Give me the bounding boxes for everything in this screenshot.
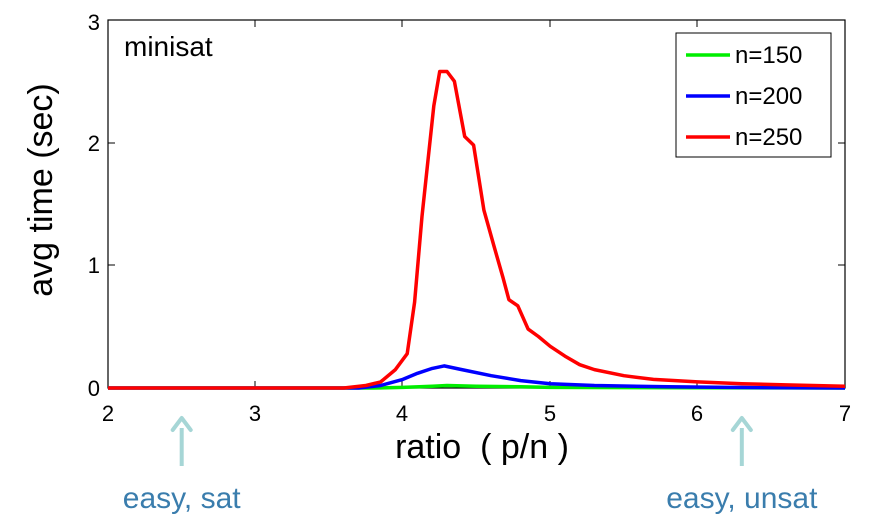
y-tick-label: 1 xyxy=(88,253,100,278)
legend-label-n250: n=250 xyxy=(735,124,802,151)
x-axis-title: ratio ( p/n ) xyxy=(395,428,569,466)
annotation-easy-sat: easy, sat xyxy=(123,482,241,515)
y-tick-label: 3 xyxy=(88,10,100,35)
arrow-head xyxy=(170,416,193,432)
series-line-n250 xyxy=(108,69,846,390)
annotation-easy-unsat: easy, unsat xyxy=(666,482,818,515)
y-tick-label: 0 xyxy=(88,376,100,401)
series-line-n200 xyxy=(108,364,846,390)
legend-label-n150: n=150 xyxy=(735,42,802,69)
series-group xyxy=(108,69,846,390)
x-tick-label: 4 xyxy=(396,401,408,426)
x-tick-label: 5 xyxy=(544,401,556,426)
annotation-arrow-easy-sat xyxy=(170,416,193,466)
annotation-arrow-easy-unsat xyxy=(730,416,753,466)
x-tick-label: 3 xyxy=(249,401,261,426)
x-tick-label: 6 xyxy=(691,401,703,426)
y-tick-label: 2 xyxy=(88,131,100,156)
chart-title: minisat xyxy=(124,31,213,62)
y-axis-title: avg time (sec) xyxy=(22,83,60,297)
arrow-head xyxy=(730,416,753,432)
x-tick-label: 7 xyxy=(839,401,851,426)
legend-label-n200: n=200 xyxy=(735,83,802,110)
legend: n=150 n=200 n=250 xyxy=(675,32,832,158)
x-tick-label: 2 xyxy=(102,401,114,426)
